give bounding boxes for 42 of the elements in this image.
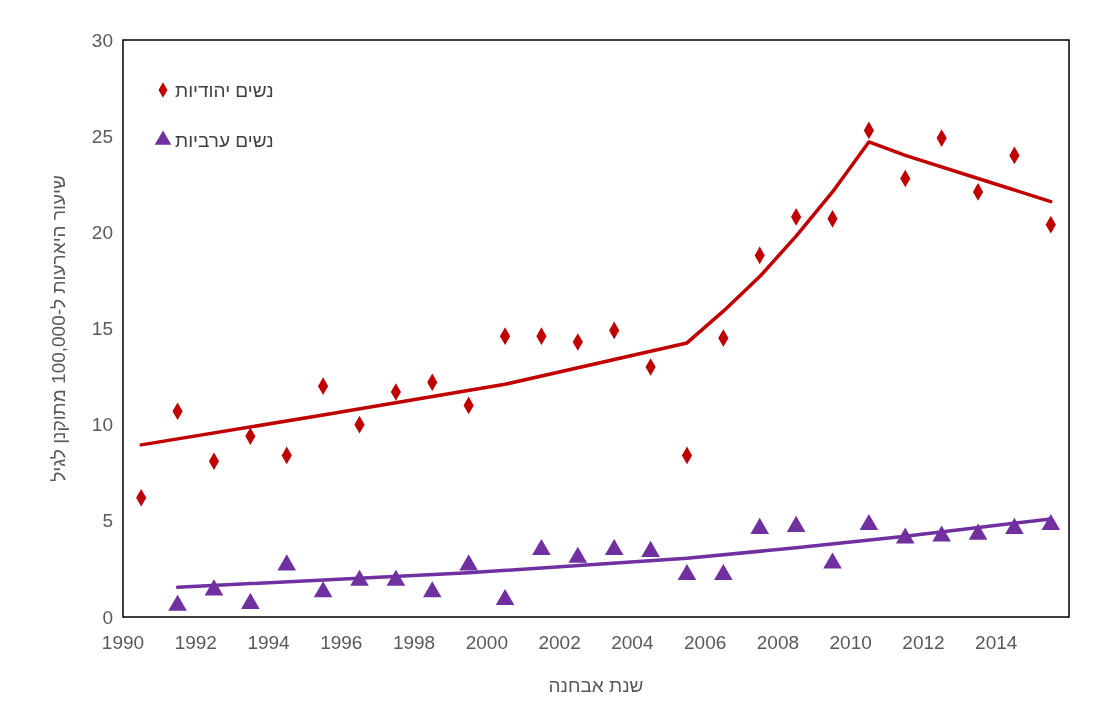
- x-axis-title: שנת אבחנה: [548, 675, 644, 696]
- point: [677, 563, 697, 581]
- point: [241, 592, 260, 609]
- x-tick-label: 2006: [684, 632, 727, 653]
- point: [277, 554, 297, 571]
- point: [968, 523, 988, 540]
- point: [750, 517, 770, 534]
- x-tick-label: 2014: [975, 632, 1018, 653]
- y-tick-label: 25: [91, 125, 113, 147]
- y-tick-label: 30: [91, 29, 113, 51]
- x-tick-label: 2004: [611, 632, 654, 653]
- point: [714, 563, 733, 581]
- x-tick-label: 1990: [101, 632, 145, 653]
- point: [604, 538, 624, 556]
- x-tick-label: 2012: [902, 632, 945, 653]
- x-tick-label: 1994: [247, 632, 291, 653]
- x-tick-label: 2008: [756, 632, 800, 653]
- point: [641, 540, 660, 557]
- point: [168, 594, 187, 611]
- point: [859, 513, 879, 531]
- y-tick-label: 10: [91, 414, 113, 436]
- point: [313, 581, 333, 598]
- x-tick-label: 2010: [829, 632, 872, 653]
- y-tick-label: 15: [91, 318, 113, 340]
- point: [459, 554, 478, 571]
- point: [422, 581, 442, 598]
- x-tick-label: 1996: [320, 632, 363, 653]
- point: [532, 538, 551, 556]
- x-tick-label: 1998: [392, 632, 436, 653]
- x-tick-label: 2000: [465, 632, 508, 653]
- legend-label: נשים ערביות: [175, 129, 274, 151]
- point: [495, 588, 515, 606]
- point: [786, 515, 806, 532]
- point: [568, 546, 588, 563]
- x-tick-label: 2002: [538, 632, 581, 653]
- y-axis-title: שיעור היארעות ל-100,000 מתוקנן לגיל: [48, 175, 69, 482]
- y-tick-label: 5: [102, 510, 113, 532]
- x-tick-label: 1992: [174, 632, 217, 653]
- y-tick-label: 20: [91, 221, 113, 243]
- legend-label: נשים יהודיות: [175, 79, 274, 101]
- point: [823, 552, 842, 569]
- y-tick-label: 0: [102, 606, 113, 628]
